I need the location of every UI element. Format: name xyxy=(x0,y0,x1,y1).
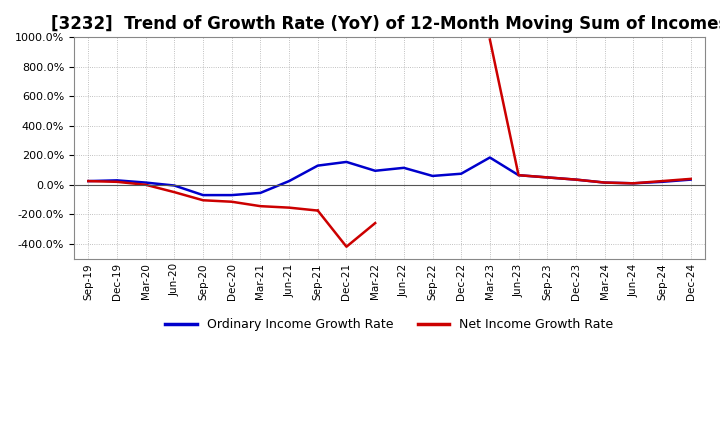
Net Income Growth Rate xyxy=(543,175,552,180)
Ordinary Income Growth Rate xyxy=(342,159,351,165)
Net Income Growth Rate xyxy=(514,172,523,178)
Line: Net Income Growth Rate: Net Income Growth Rate xyxy=(490,40,690,183)
Ordinary Income Growth Rate xyxy=(371,168,379,173)
Ordinary Income Growth Rate xyxy=(543,175,552,180)
Ordinary Income Growth Rate xyxy=(572,177,580,182)
Ordinary Income Growth Rate xyxy=(400,165,408,170)
Ordinary Income Growth Rate xyxy=(457,171,466,176)
Net Income Growth Rate xyxy=(686,176,695,182)
Ordinary Income Growth Rate xyxy=(141,180,150,185)
Ordinary Income Growth Rate xyxy=(285,179,294,184)
Net Income Growth Rate xyxy=(485,37,494,42)
Ordinary Income Growth Rate xyxy=(600,180,609,185)
Net Income Growth Rate xyxy=(572,177,580,182)
Ordinary Income Growth Rate xyxy=(112,178,121,183)
Legend: Ordinary Income Growth Rate, Net Income Growth Rate: Ordinary Income Growth Rate, Net Income … xyxy=(161,313,618,336)
Ordinary Income Growth Rate xyxy=(428,173,437,179)
Ordinary Income Growth Rate xyxy=(84,179,93,184)
Title: [3232]  Trend of Growth Rate (YoY) of 12-Month Moving Sum of Incomes: [3232] Trend of Growth Rate (YoY) of 12-… xyxy=(51,15,720,33)
Ordinary Income Growth Rate xyxy=(313,163,322,168)
Ordinary Income Growth Rate xyxy=(199,192,207,198)
Ordinary Income Growth Rate xyxy=(485,155,494,160)
Ordinary Income Growth Rate xyxy=(629,181,638,186)
Net Income Growth Rate xyxy=(600,180,609,185)
Ordinary Income Growth Rate xyxy=(228,192,236,198)
Ordinary Income Growth Rate xyxy=(514,172,523,178)
Ordinary Income Growth Rate xyxy=(256,190,265,195)
Line: Ordinary Income Growth Rate: Ordinary Income Growth Rate xyxy=(89,158,690,195)
Ordinary Income Growth Rate xyxy=(657,179,666,184)
Net Income Growth Rate xyxy=(629,181,638,186)
Ordinary Income Growth Rate xyxy=(686,177,695,182)
Ordinary Income Growth Rate xyxy=(170,183,179,188)
Net Income Growth Rate xyxy=(657,179,666,184)
